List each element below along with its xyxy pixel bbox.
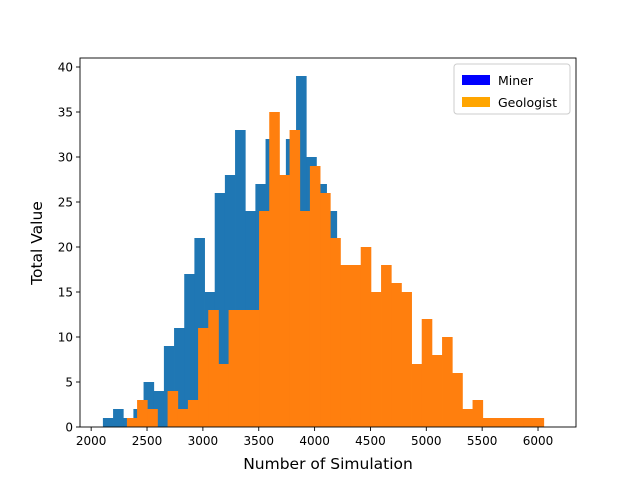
miner-bar (113, 409, 124, 427)
geologist-bar (340, 265, 351, 427)
legend-swatch-geologist (462, 97, 490, 107)
y-tick-label: 25 (58, 195, 73, 209)
plot-frame (79, 57, 577, 428)
geologist-bar (350, 265, 362, 427)
geologist-bar (299, 211, 311, 427)
geologist-bar (462, 409, 473, 427)
geologist-bar (503, 418, 514, 427)
x-tick-label: 2000 (76, 434, 107, 448)
miner-bar (184, 274, 195, 427)
geologist-bar (228, 310, 240, 427)
geologist-bar (309, 166, 321, 427)
geologist-bar (330, 238, 341, 427)
x-tick-label: 5500 (467, 434, 498, 448)
x-tick-label: 2500 (132, 434, 163, 448)
geologist-bar (126, 418, 138, 427)
geologist-bar (401, 292, 412, 427)
geologist-bar (492, 418, 504, 427)
geologist-bar (289, 130, 301, 427)
geologist-bar (177, 409, 189, 427)
miner-bar (235, 130, 246, 427)
x-tick-label: 3500 (243, 434, 274, 448)
legend-label-geologist: Geologist (498, 95, 557, 110)
x-tick-label: 4500 (355, 434, 386, 448)
y-tick-label: 35 (58, 105, 73, 119)
bars-layer (102, 76, 545, 427)
axes-layer: 2000 2500 3000 3500 4000 4500 5000 5500 6000 0 5 10… (58, 57, 577, 448)
y-tick-label: 10 (58, 330, 73, 344)
geologist-bar (187, 400, 199, 427)
x-tick-label: 3000 (188, 434, 219, 448)
geologist-bar (523, 418, 534, 427)
geologist-bar (431, 355, 443, 427)
geologist-bar (391, 283, 402, 427)
legend-swatch-miner (462, 75, 490, 85)
geologist-bar (482, 418, 494, 427)
geologist-bar (472, 400, 484, 427)
geologist-bar (320, 193, 331, 427)
y-tick-label: 15 (58, 285, 73, 299)
geologist-bar (218, 364, 229, 427)
geologist-bar (248, 310, 260, 427)
y-tick-label: 40 (58, 60, 73, 74)
y-axis-label: Total Value (28, 201, 46, 286)
geologist-bar (381, 265, 392, 427)
y-tick-label: 5 (65, 375, 73, 389)
y-tick-label: 20 (58, 240, 73, 254)
geologist-bar (147, 409, 158, 427)
miner-bar (224, 175, 236, 427)
geologist-bar (533, 418, 545, 427)
geologist-bar (269, 112, 280, 427)
x-tick-label: 6000 (523, 434, 554, 448)
y-tick-label: 0 (65, 420, 73, 434)
y-tick-label: 30 (58, 150, 73, 164)
legend: Miner Geologist (453, 63, 571, 115)
miner-bar (174, 328, 185, 427)
miner-bar (153, 391, 165, 427)
miner-bar (214, 193, 226, 427)
x-tick-label: 5000 (411, 434, 442, 448)
geologist-bar (411, 364, 423, 427)
geologist-bar (137, 400, 148, 427)
geologist-bar (370, 292, 382, 427)
miner-bar (143, 382, 155, 427)
geologist-bar (198, 328, 209, 427)
geologist-bar (208, 310, 219, 427)
geologist-bar (279, 175, 290, 427)
miner-bar (102, 418, 114, 427)
geologist-bar (513, 418, 524, 427)
geologist-bar (238, 310, 250, 427)
x-axis-label: Number of Simulation (243, 455, 413, 473)
miner-bar (163, 346, 175, 427)
geologist-bar (421, 319, 433, 427)
legend-label-miner: Miner (498, 73, 534, 88)
geologist-bar (167, 391, 179, 427)
geologist-bar (259, 211, 270, 427)
geologist-bar (360, 247, 372, 427)
geologist-bar (452, 373, 463, 427)
x-tick-label: 4000 (299, 434, 330, 448)
geologist-bar (442, 337, 453, 427)
geologist-series (126, 112, 545, 427)
